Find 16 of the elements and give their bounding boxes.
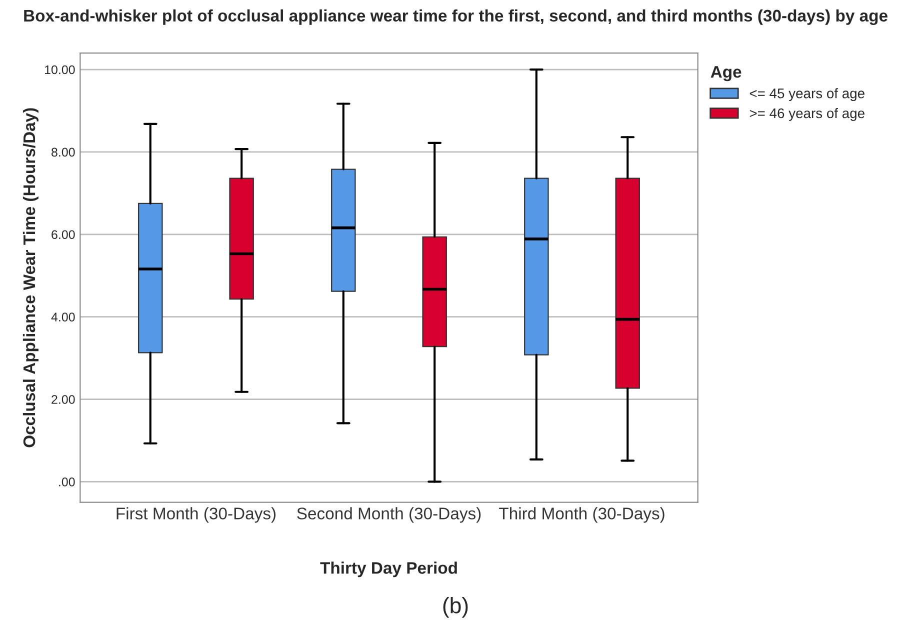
y-tick-label: 6.00 (52, 230, 75, 240)
legend-title: Age (710, 66, 742, 82)
legend-label: <= 45 years of age (750, 88, 864, 102)
chart-title: Box-and-whisker plot of occlusal appliance wear time for the first, second, and third months (30-days) by age (24, 9, 888, 25)
x-axis-title: Thirty Day Period (320, 562, 457, 578)
x-tick-label: Second Month (30-Days) (297, 507, 481, 523)
x-tick-label: Third Month (30-Days) (499, 507, 664, 523)
x-tick-label: First Month (30-Days) (116, 507, 276, 523)
y-tick-label: 2.00 (52, 395, 75, 404)
y-tick-label: 8.00 (52, 148, 75, 157)
y-tick-label: 10.00 (44, 65, 75, 74)
legend-label: >= 46 years of age (750, 108, 864, 121)
y-axis-title: Occlusal Appliance Wear Time (Hours/Day) (22, 108, 38, 448)
y-tick-label: 4.00 (51, 312, 75, 322)
y-tick-label: .00 (59, 478, 75, 486)
text: (b) (443, 597, 468, 618)
